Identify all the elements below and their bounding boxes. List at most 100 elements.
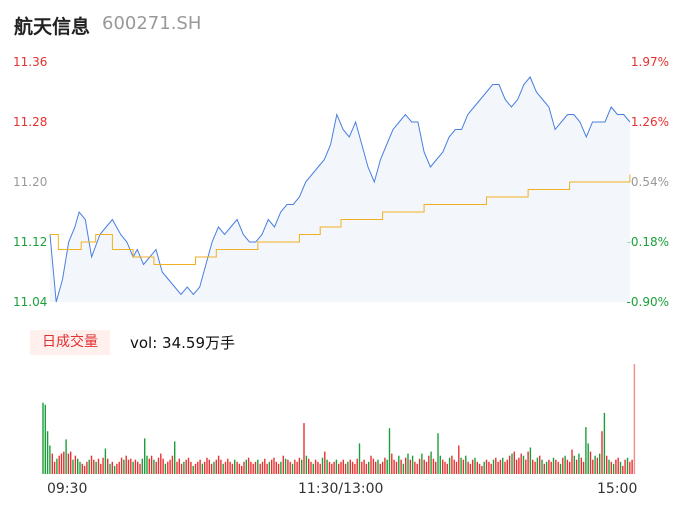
- volume-bar: [358, 443, 361, 474]
- volume-bar: [204, 461, 206, 474]
- price-tick-label: 11.12: [13, 235, 48, 249]
- volume-bar: [79, 461, 81, 474]
- volume-bar: [146, 455, 148, 474]
- volume-bar: [437, 433, 439, 474]
- volume-bar: [275, 461, 277, 474]
- volume-bar: [49, 445, 51, 474]
- volume-bar: [495, 457, 497, 474]
- volume-bar: [72, 459, 74, 474]
- x-tick-label: 15:00: [597, 481, 638, 497]
- volume-bar: [425, 461, 428, 474]
- pct-tick-label: -0.90%: [626, 295, 669, 309]
- volume-bar: [63, 451, 65, 474]
- price-tick-label: 11.20: [13, 175, 48, 189]
- volume-tag: 日成交量: [30, 330, 110, 355]
- volume-bar: [199, 459, 201, 474]
- volume-bar: [284, 458, 287, 474]
- volume-bar: [333, 461, 335, 474]
- volume-bar: [287, 459, 289, 474]
- volume-bar: [446, 463, 448, 474]
- volume-bar: [573, 455, 575, 474]
- volume-bar: [113, 465, 116, 474]
- volume-bar: [370, 455, 372, 474]
- volume-bar: [485, 459, 488, 474]
- volume-bar: [86, 461, 88, 474]
- volume-bar: [451, 455, 453, 474]
- volume-bar: [328, 461, 331, 474]
- volume-bar: [247, 457, 250, 474]
- volume-bar: [77, 458, 79, 474]
- volume-bar: [515, 459, 518, 474]
- volume-bar: [294, 459, 296, 474]
- volume-bar: [319, 463, 321, 474]
- price-line: [49, 76, 631, 303]
- volume-bar: [453, 459, 455, 474]
- volume-bar: [314, 459, 317, 474]
- volume-bar: [197, 461, 199, 474]
- volume-bar: [220, 459, 222, 474]
- stock-code: 600271.SH: [102, 13, 202, 34]
- volume-bar: [529, 447, 532, 474]
- volume-bar: [134, 459, 137, 474]
- price-area-fill: [50, 77, 630, 302]
- volume-bar: [405, 457, 407, 474]
- volume-bar: [409, 459, 411, 474]
- volume-bar: [120, 457, 123, 474]
- volume-bar: [324, 451, 326, 474]
- volume-bar: [139, 463, 141, 474]
- volume-bar: [301, 459, 303, 474]
- volume-bar: [545, 461, 548, 474]
- volume-bar: [499, 459, 502, 474]
- average-price-line: [50, 174, 631, 265]
- volume-bar: [552, 457, 555, 474]
- volume-bar: [238, 463, 241, 474]
- volume-bar: [557, 461, 559, 474]
- volume-bar: [123, 459, 125, 474]
- volume-bar: [363, 459, 365, 474]
- volume-bar: [435, 461, 437, 474]
- volume-bar: [303, 423, 305, 474]
- volume-bar: [167, 461, 169, 474]
- volume-bar: [245, 459, 247, 474]
- volume-bar: [585, 427, 587, 474]
- volume-bar: [578, 453, 580, 474]
- volume-bar: [234, 459, 236, 474]
- volume-bar: [550, 461, 552, 474]
- volume-bar: [229, 461, 231, 474]
- volume-bar: [192, 465, 194, 474]
- volume-bar: [93, 459, 95, 474]
- price-tick-label: 11.28: [13, 115, 48, 129]
- volume-bar: [342, 459, 344, 474]
- volume-bar: [344, 463, 347, 474]
- volume-bar: [169, 459, 171, 474]
- volume-bar: [185, 459, 187, 474]
- volume-bar: [104, 448, 107, 474]
- pct-tick-label: 0.54%: [630, 175, 669, 189]
- volume-bar: [575, 459, 578, 474]
- volume-bar: [368, 461, 370, 474]
- volume-bar: [414, 461, 416, 474]
- volume-bar: [46, 431, 49, 474]
- volume-bar: [347, 461, 349, 474]
- volume-bar: [455, 461, 458, 474]
- volume-bar: [289, 461, 291, 474]
- volume-bar: [548, 459, 550, 474]
- volume-bar: [125, 455, 127, 474]
- volume-bar: [298, 457, 301, 474]
- volume-bar: [340, 461, 342, 474]
- volume-bar: [569, 461, 571, 474]
- volume-bar: [534, 461, 536, 474]
- volume-bar: [391, 453, 393, 474]
- volume-bar: [308, 458, 310, 474]
- volume-bar: [266, 463, 268, 474]
- volume-bar: [592, 459, 594, 474]
- volume-bar: [407, 453, 409, 474]
- volume-bar: [271, 459, 273, 474]
- volume-bar: [58, 455, 60, 474]
- volume-bar: [617, 457, 619, 474]
- volume-bar: [90, 455, 93, 474]
- volume-bar: [70, 451, 72, 474]
- volume-bar: [116, 463, 118, 474]
- volume-bar: [629, 461, 631, 474]
- volume-bar: [541, 459, 543, 474]
